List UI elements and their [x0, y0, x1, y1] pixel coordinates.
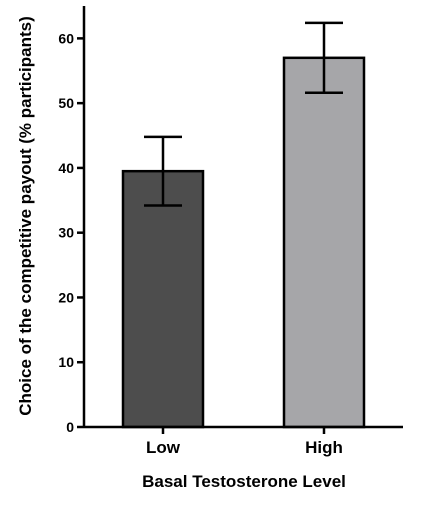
bar-low [121, 169, 205, 429]
y-tick-label-50: 50 [58, 95, 74, 111]
error-bar-low [144, 135, 182, 207]
axes-layer [82, 6, 403, 429]
y-ticks-layer: 0 10 20 30 40 50 60 [58, 30, 84, 435]
y-tick-label-30: 30 [58, 225, 74, 241]
x-ticks-layer: Low High [146, 427, 343, 457]
y-axis-title: Choice of the competitive payout (% part… [16, 16, 35, 416]
x-tick-label-low: Low [146, 438, 181, 457]
error-bars-layer [144, 21, 343, 207]
y-tick-label-0: 0 [66, 419, 74, 435]
y-tick-label-20: 20 [58, 289, 74, 305]
error-bar-high [305, 21, 343, 95]
y-tick-label-10: 10 [58, 354, 74, 370]
x-tick-label-high: High [305, 438, 343, 457]
bar-high [282, 56, 366, 429]
y-tick-label-40: 40 [58, 160, 74, 176]
x-axis-title: Basal Testosterone Level [142, 472, 346, 491]
y-tick-label-60: 60 [58, 30, 74, 46]
bars-layer [121, 56, 366, 429]
